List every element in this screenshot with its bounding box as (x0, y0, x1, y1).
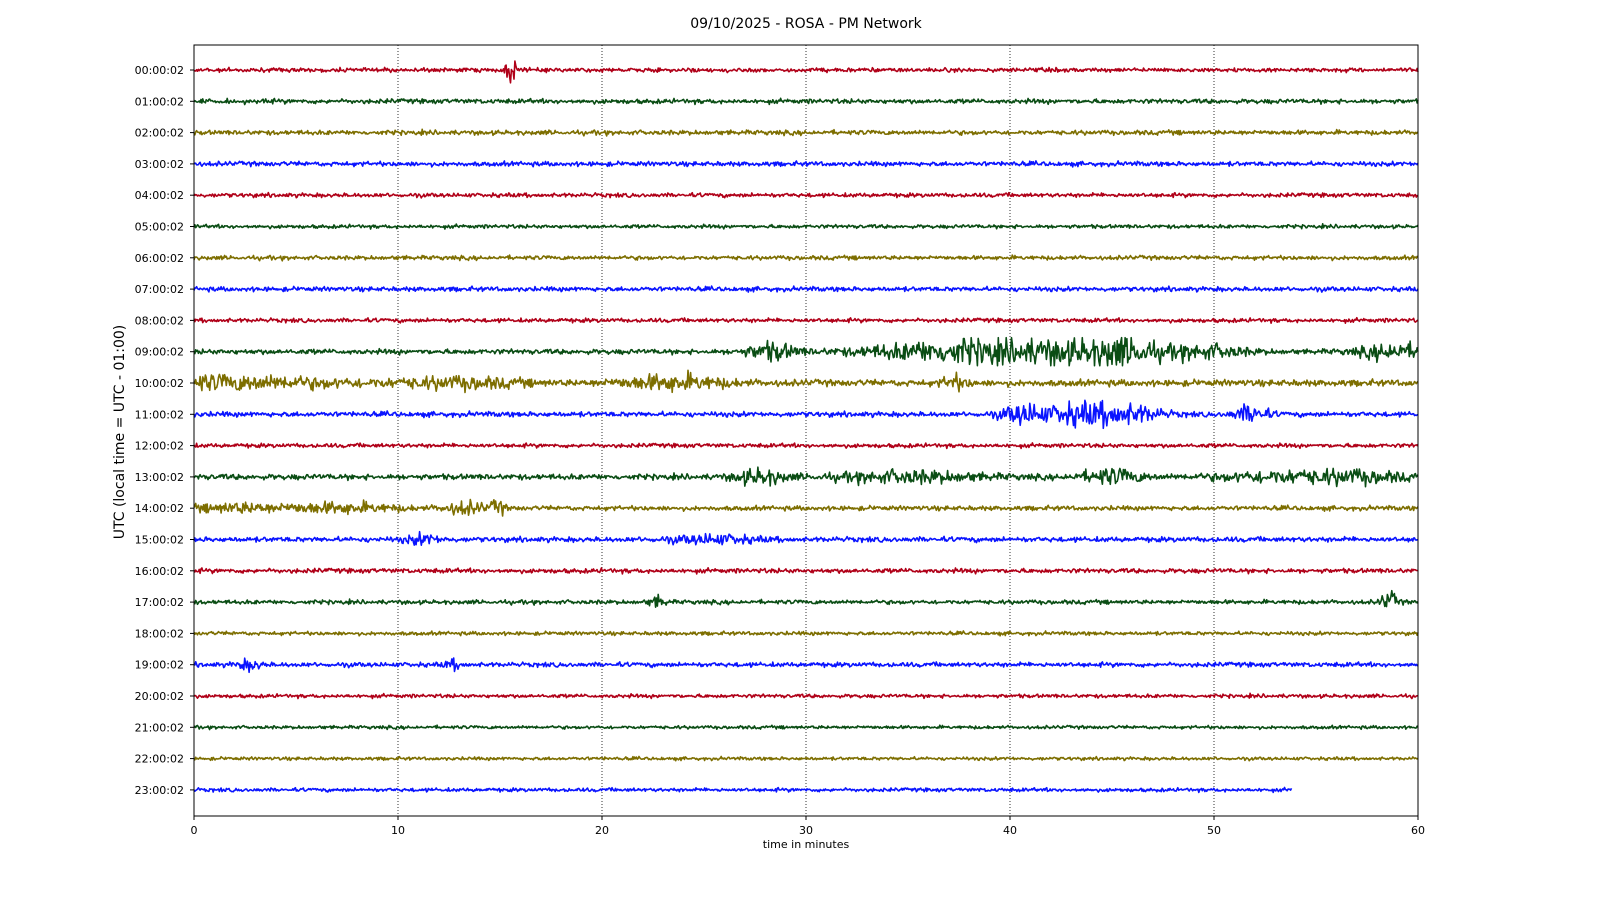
trace-line (193, 589, 1419, 608)
trace-line (193, 530, 1419, 546)
trace-line (193, 755, 1419, 762)
y-tick-label: 23:00:02 (135, 784, 184, 797)
y-tick-label: 05:00:02 (135, 221, 184, 234)
y-tick-label: 12:00:02 (135, 440, 184, 453)
x-tick-label: 10 (391, 824, 405, 837)
y-tick-label: 06:00:02 (135, 252, 184, 265)
trace-line (193, 60, 1419, 84)
y-tick-label: 17:00:02 (135, 596, 184, 609)
y-tick-label: 18:00:02 (135, 627, 184, 640)
x-axis-label: time in minutes (763, 838, 850, 851)
trace-line (193, 160, 1419, 168)
y-tick-label: 20:00:02 (135, 690, 184, 703)
trace-line (193, 466, 1419, 488)
trace-line (193, 316, 1419, 324)
x-axis-ticks: 0 10 20 30 40 50 60 (191, 816, 1425, 837)
y-axis-label: UTC (local time = UTC - 01:00) (112, 325, 128, 540)
y-tick-label: 11:00:02 (135, 408, 184, 421)
trace-line (193, 223, 1419, 230)
x-tick-label: 30 (799, 824, 813, 837)
trace-line (193, 97, 1419, 106)
y-tick-label: 19:00:02 (135, 659, 184, 672)
trace-line (193, 724, 1419, 731)
y-tick-label: 01:00:02 (135, 95, 184, 108)
y-tick-label: 07:00:02 (135, 283, 184, 296)
y-tick-label: 15:00:02 (135, 534, 184, 547)
y-tick-label: 21:00:02 (135, 721, 184, 734)
y-tick-label: 00:00:02 (135, 64, 184, 77)
trace-line (193, 692, 1418, 700)
trace-line (193, 336, 1419, 367)
trace-line (193, 567, 1419, 575)
trace-line (193, 285, 1419, 293)
trace-line (193, 254, 1419, 262)
y-tick-label: 03:00:02 (135, 158, 184, 171)
trace-line (193, 128, 1419, 137)
plot-frame (193, 44, 1419, 817)
grid-lines (397, 45, 1215, 816)
trace-line (193, 657, 1419, 674)
y-tick-label: 08:00:02 (135, 314, 184, 327)
x-tick-label: 40 (1003, 824, 1017, 837)
chart-title: 09/10/2025 - ROSA - PM Network (690, 16, 922, 32)
y-tick-label: 04:00:02 (135, 189, 184, 202)
y-tick-label: 02:00:02 (135, 127, 184, 140)
y-tick-label: 10:00:02 (135, 377, 184, 390)
x-tick-label: 50 (1207, 824, 1221, 837)
trace-line (193, 191, 1419, 199)
x-tick-label: 60 (1411, 824, 1425, 837)
y-tick-label: 14:00:02 (135, 502, 184, 515)
y-tick-label: 09:00:02 (135, 346, 184, 359)
y-tick-label: 22:00:02 (135, 753, 184, 766)
trace-line (193, 786, 1293, 794)
x-tick-label: 20 (595, 824, 609, 837)
trace-line (193, 442, 1419, 450)
y-tick-label: 16:00:02 (135, 565, 184, 578)
trace-line (193, 399, 1419, 430)
y-tick-label: 13:00:02 (135, 471, 184, 484)
y-axis-ticks: 00:00:02 01:00:02 02:00:02 03:00:02 04:00:02… (135, 64, 194, 797)
trace-line (193, 498, 1419, 517)
trace-line (193, 630, 1419, 637)
trace-line (193, 369, 1419, 394)
x-tick-label: 0 (191, 824, 198, 837)
traces (193, 60, 1419, 794)
